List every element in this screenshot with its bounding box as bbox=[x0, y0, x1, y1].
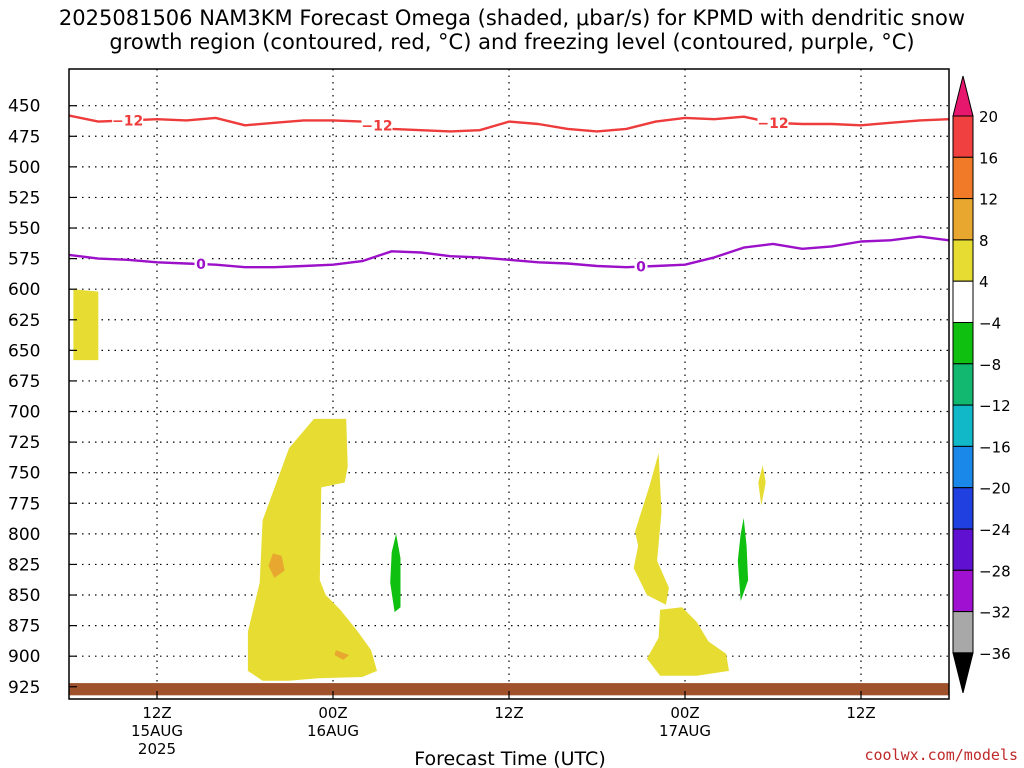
colorbar-bin-2 bbox=[952, 156, 974, 200]
x-tick-label-1-0: 00Z bbox=[318, 704, 347, 722]
contour-label-bg-1-1 bbox=[634, 258, 648, 275]
colorbar-bin-9 bbox=[952, 445, 974, 489]
omega-region-6 bbox=[334, 650, 350, 660]
colorbar-bin-6 bbox=[952, 322, 974, 365]
plot-frame bbox=[68, 68, 950, 700]
contour-label-bg-0-0 bbox=[112, 112, 144, 129]
y-tick-label-500: 500 bbox=[8, 158, 40, 178]
omega-region-7 bbox=[390, 533, 401, 613]
y-tick-label-675: 675 bbox=[8, 372, 40, 392]
colorbar-label-2: 12 bbox=[979, 191, 998, 209]
colorbar-bin-1 bbox=[952, 115, 974, 158]
contour-label-0-2: −12 bbox=[757, 116, 788, 132]
x-tick-label-0-1: 15AUG bbox=[131, 722, 183, 740]
y-tick-label-700: 700 bbox=[8, 403, 40, 423]
y-tick-label-600: 600 bbox=[8, 280, 40, 300]
chart-title-line-1: 2025081506 NAM3KM Forecast Omega (shaded… bbox=[58, 6, 966, 30]
colorbar-label-9: −20 bbox=[979, 480, 1011, 498]
colorbar-label-5: −4 bbox=[979, 315, 1001, 333]
contour-line-1 bbox=[69, 235, 949, 269]
contour-label-0-1: −12 bbox=[361, 118, 392, 134]
colorbar-label-11: −28 bbox=[979, 562, 1011, 580]
omega-region-1 bbox=[247, 418, 377, 681]
colorbar-bin-3 bbox=[952, 198, 974, 241]
omega-region-4 bbox=[758, 465, 766, 506]
colorbar-label-10: −24 bbox=[979, 521, 1011, 539]
y-tick-label-575: 575 bbox=[8, 250, 40, 270]
y-tick-label-900: 900 bbox=[8, 647, 40, 667]
y-tick-label-925: 925 bbox=[8, 678, 40, 698]
y-tick-label-775: 775 bbox=[8, 494, 40, 514]
y-tick-label-650: 650 bbox=[8, 341, 40, 361]
colorbar-bin-5 bbox=[952, 280, 974, 324]
x-tick-label-3-0: 00Z bbox=[670, 704, 699, 722]
omega-region-3 bbox=[646, 607, 729, 676]
colorbar: 20 16 12 8 4 −4 −8 −12 −16 −20 −24 −28 −32 −36 bbox=[952, 75, 1011, 694]
y-tick-label-750: 750 bbox=[8, 464, 40, 484]
x-tick-label-0-2: 2025 bbox=[138, 740, 176, 758]
y-tick-label-850: 850 bbox=[8, 586, 40, 606]
y-tick-label-875: 875 bbox=[8, 617, 40, 637]
colorbar-bin-4 bbox=[952, 239, 974, 282]
colorbar-top-arrow bbox=[952, 75, 974, 117]
x-tick-label-2-0: 12Z bbox=[494, 704, 523, 722]
contour-label-0-0: −12 bbox=[112, 113, 143, 129]
colorbar-label-12: −32 bbox=[979, 604, 1011, 622]
colorbar-label-6: −8 bbox=[979, 356, 1001, 374]
chart-title-line-2: growth region (contoured, red, °C) and f… bbox=[109, 30, 915, 54]
colorbar-bin-8 bbox=[952, 404, 974, 447]
contour-label-bg-1-0 bbox=[194, 256, 208, 273]
colorbar-label-1: 16 bbox=[979, 149, 998, 167]
y-tick-label-525: 525 bbox=[8, 188, 40, 208]
x-axis-label: Forecast Time (UTC) bbox=[414, 748, 605, 768]
colorbar-bin-11 bbox=[952, 528, 974, 571]
omega-shading bbox=[69, 289, 949, 696]
x-tick-label-0-0: 12Z bbox=[142, 704, 171, 722]
contour-label-1-1: 0 bbox=[636, 260, 646, 276]
contour-line-0 bbox=[69, 114, 949, 133]
omega-region-8 bbox=[737, 518, 749, 602]
omega-region-2 bbox=[633, 453, 669, 605]
y-tick-label-800: 800 bbox=[8, 525, 40, 545]
colorbar-label-13: −36 bbox=[979, 645, 1011, 663]
omega-region-5 bbox=[268, 553, 285, 578]
colorbar-label-4: 4 bbox=[979, 273, 989, 291]
contour-label-bg-0-2 bbox=[757, 114, 789, 131]
credit-text[interactable]: coolwx.com/models bbox=[864, 746, 1018, 764]
y-tick-label-825: 825 bbox=[8, 555, 40, 575]
y-tick-label-450: 450 bbox=[8, 97, 40, 117]
colorbar-bin-12 bbox=[952, 569, 974, 613]
contour-label-1-0: 0 bbox=[196, 257, 206, 273]
y-tick-label-725: 725 bbox=[8, 433, 40, 453]
x-tick-label-3-1: 17AUG bbox=[659, 722, 711, 740]
grid-lines bbox=[69, 69, 949, 699]
colorbar-label-0: 20 bbox=[979, 108, 998, 126]
omega-region-0 bbox=[73, 289, 99, 361]
contour-label-bg-0-1 bbox=[361, 117, 393, 134]
colorbar-bottom-arrow bbox=[952, 652, 974, 694]
colorbar-label-7: −12 bbox=[979, 397, 1011, 415]
x-tick-label-1-1: 16AUG bbox=[307, 722, 359, 740]
colorbar-bin-13 bbox=[952, 611, 974, 654]
axes: 450 475 500 525 550 575 600 625 650 675 700 725 750 7… bbox=[8, 97, 876, 758]
y-tick-label-550: 550 bbox=[8, 219, 40, 239]
y-tick-label-475: 475 bbox=[8, 127, 40, 147]
terrain-strip bbox=[69, 683, 949, 696]
temperature-contours: −12 −12 −12 0 0 bbox=[69, 112, 949, 276]
colorbar-label-3: 8 bbox=[979, 232, 989, 250]
colorbar-bin-7 bbox=[952, 363, 974, 406]
colorbar-label-8: −16 bbox=[979, 438, 1011, 456]
colorbar-bin-10 bbox=[952, 487, 974, 530]
y-tick-label-625: 625 bbox=[8, 311, 40, 331]
x-tick-label-4-0: 12Z bbox=[846, 704, 875, 722]
